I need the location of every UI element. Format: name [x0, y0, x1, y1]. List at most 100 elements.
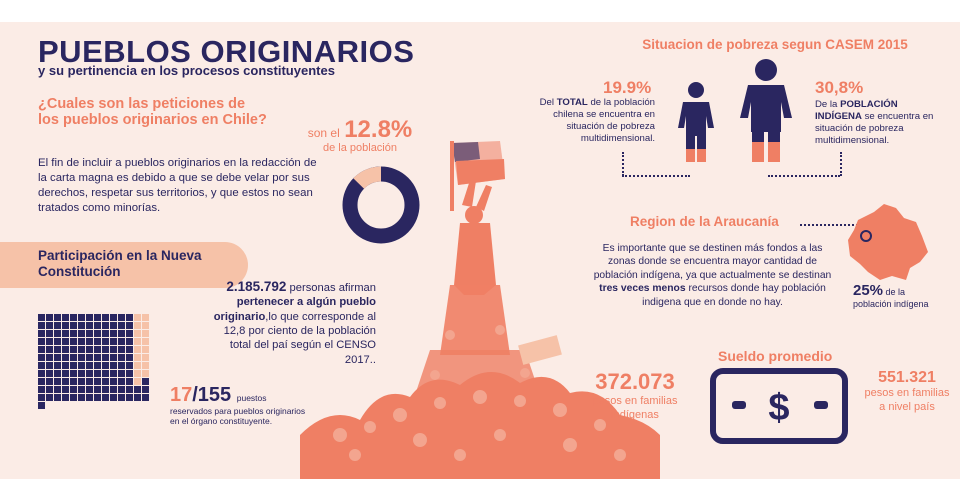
seat-square [118, 394, 125, 401]
seat-square [126, 330, 133, 337]
percentage-suffix: de la población [322, 142, 397, 154]
seat-square [126, 370, 133, 377]
seat-square [134, 354, 141, 361]
araucania-map [848, 204, 928, 280]
region-percentage: 25% de la población indígena [853, 282, 933, 309]
seat-square [102, 386, 109, 393]
population-count: 2.185.792 [226, 279, 287, 294]
seat-square [94, 330, 101, 337]
seat-square [142, 394, 149, 401]
seat-square [78, 394, 85, 401]
seat-square [62, 322, 69, 329]
salary-left-label: pesos en familias indígenas [592, 395, 678, 421]
seat-square [70, 330, 77, 337]
seat-square [62, 386, 69, 393]
seat-square [46, 314, 53, 321]
poverty-right-connector [840, 152, 842, 176]
region-title: Region de la Araucanía [630, 214, 779, 229]
population-line1: afirman [338, 282, 376, 294]
seat-square [94, 314, 101, 321]
protest-statue-illustration [300, 141, 660, 479]
seats-fraction: 17/155 puestos [170, 384, 310, 407]
donut-chart [342, 166, 420, 244]
seat-square [38, 346, 45, 353]
population-stat: 2.185.792 personas afirman pertenecer a … [200, 278, 376, 367]
seat-square [102, 330, 109, 337]
seat-square [86, 354, 93, 361]
salary-left-value: 372.073 [595, 369, 675, 394]
seat-square [62, 338, 69, 345]
seat-square [70, 386, 77, 393]
seat-square [46, 362, 53, 369]
seat-square [134, 346, 141, 353]
seat-square [134, 370, 141, 377]
poverty-left-text: Del TOTAL de la población chilena se enc… [515, 97, 655, 145]
seat-square [134, 394, 141, 401]
seat-square [134, 338, 141, 345]
region-text-a: Es importante que se destinen más fondos… [593, 243, 832, 281]
population-word: personas [289, 282, 336, 294]
seat-square [102, 354, 109, 361]
seats-denominator: /155 [192, 384, 232, 406]
seat-square [94, 338, 101, 345]
poverty-right-connector-h [768, 175, 840, 177]
seat-square [118, 346, 125, 353]
seat-square [134, 386, 141, 393]
seat-square [86, 330, 93, 337]
seat-square [142, 362, 149, 369]
poverty-left-connector-h [622, 175, 690, 177]
seat-square [94, 378, 101, 385]
seat-square [94, 346, 101, 353]
participation-label: Participación en la Nueva Constitución [38, 248, 202, 280]
seat-square [94, 386, 101, 393]
person-icon-indigena [740, 59, 792, 162]
seat-square [62, 362, 69, 369]
region-pct-value: 25% [853, 282, 884, 299]
seat-square [142, 322, 149, 329]
seat-square [86, 378, 93, 385]
page-subtitle: y su pertinencia en los procesos constit… [38, 63, 335, 78]
seat-square [142, 338, 149, 345]
seat-square [110, 378, 117, 385]
seat-square [38, 378, 45, 385]
region-connector [800, 224, 858, 226]
seat-square [94, 362, 101, 369]
seat-square [54, 330, 61, 337]
seat-square [46, 322, 53, 329]
question-heading: ¿Cuales son las peticiones de los pueblo… [38, 96, 267, 129]
dollar-sign: $ [768, 387, 789, 429]
seat-square [102, 346, 109, 353]
poverty-left-bold: TOTAL [556, 97, 588, 108]
seat-square [86, 370, 93, 377]
seat-square [70, 354, 77, 361]
population-bold: pertenecer a algún pueblo originario [213, 296, 376, 323]
seat-square [142, 330, 149, 337]
seat-square [86, 314, 93, 321]
seat-square [46, 346, 53, 353]
top-white-band [0, 0, 960, 22]
participation-pill [0, 242, 248, 288]
region-text-bold: tres veces menos [599, 283, 686, 295]
seat-square [38, 402, 45, 409]
seat-square [38, 322, 45, 329]
poverty-right-value: 30,8% [815, 78, 864, 97]
region-shape [848, 204, 928, 280]
seat-square [54, 354, 61, 361]
seat-square [62, 354, 69, 361]
seat-square [86, 338, 93, 345]
seat-square [94, 394, 101, 401]
seat-square [54, 346, 61, 353]
seat-square [118, 354, 125, 361]
seat-square [126, 386, 133, 393]
seat-square [86, 346, 93, 353]
question-body: El fin de incluir a pueblos originarios … [38, 157, 317, 215]
salary-title: Sueldo promedio [718, 348, 833, 364]
seat-square [102, 338, 109, 345]
seat-square [118, 370, 125, 377]
poverty-left-pre: Del [539, 97, 555, 108]
person-icon-total [678, 82, 714, 162]
seat-square [78, 330, 85, 337]
seat-square [126, 394, 133, 401]
donut-slice [353, 166, 382, 190]
